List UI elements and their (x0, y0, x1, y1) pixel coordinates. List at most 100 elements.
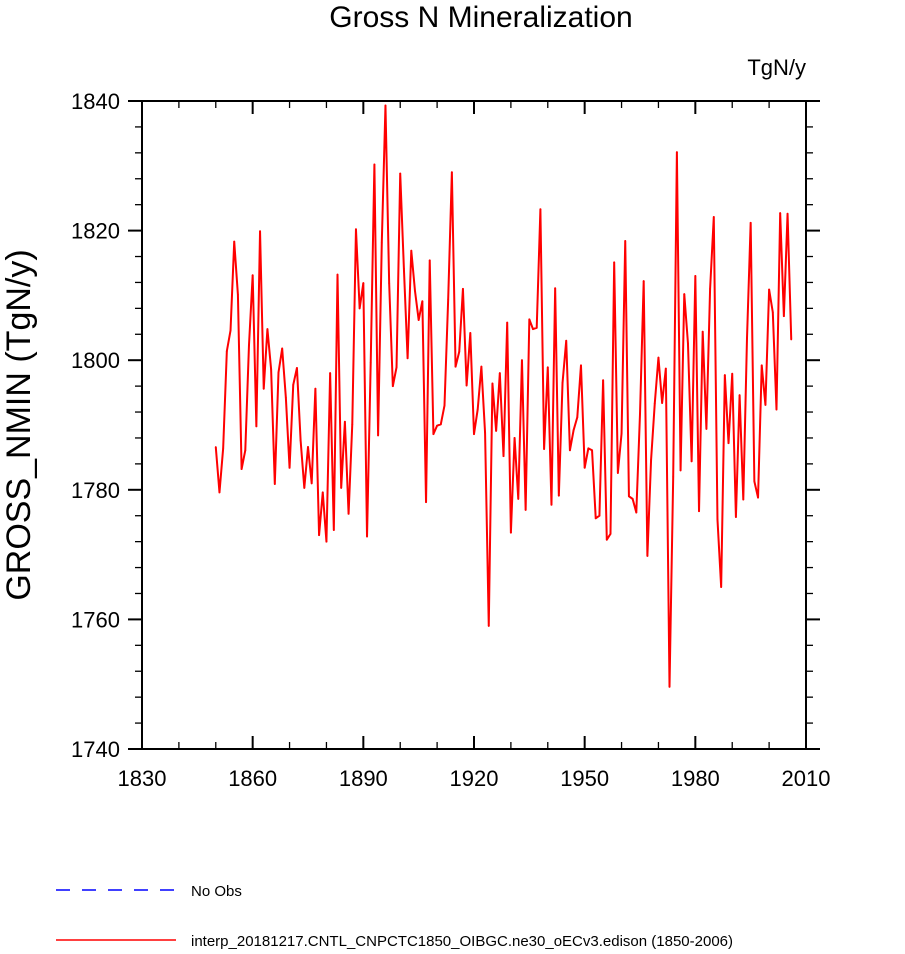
data-point (576, 416, 579, 419)
data-point (395, 366, 398, 369)
plot-frame (141, 100, 807, 750)
data-point (616, 472, 619, 474)
data-point (299, 439, 302, 442)
data-point (587, 447, 590, 450)
data-point (447, 298, 450, 301)
data-point (539, 208, 542, 211)
data-point (723, 374, 726, 376)
data-point (565, 339, 568, 342)
data-point (233, 240, 236, 243)
data-point (701, 330, 704, 333)
data-point (664, 367, 667, 370)
data-point (543, 448, 545, 450)
data-point (443, 404, 446, 407)
data-point (314, 387, 317, 390)
data-point (513, 437, 516, 439)
data-point (572, 429, 575, 432)
data-point (760, 364, 763, 367)
data-point (270, 368, 273, 371)
data-point (687, 342, 689, 345)
data-point (355, 228, 357, 231)
chart-title: Gross N Mineralization (329, 1, 632, 34)
data-point (561, 381, 564, 384)
data-point (727, 442, 730, 445)
data-point (237, 293, 239, 296)
y-tick-label: 1800 (71, 348, 120, 373)
data-point (425, 501, 427, 504)
data-point (462, 288, 464, 290)
y-axis-label: GROSS_NMIN (TgN/y) (0, 249, 38, 600)
data-point (613, 261, 616, 264)
data-point (244, 449, 247, 452)
data-point (358, 307, 361, 310)
data-point (646, 555, 649, 557)
data-point (594, 517, 597, 520)
data-point (380, 242, 383, 244)
data-point (495, 429, 498, 432)
data-point (609, 532, 612, 535)
data-point (668, 685, 671, 688)
data-point (709, 288, 711, 290)
data-point (251, 274, 254, 277)
data-point (406, 357, 409, 360)
data-point (716, 518, 719, 521)
x-tick-label: 1950 (560, 766, 609, 791)
data-point (277, 371, 280, 374)
data-point (554, 287, 557, 290)
data-point (764, 404, 767, 406)
data-point (580, 364, 582, 367)
data-point (273, 483, 276, 485)
data-point (303, 486, 306, 489)
data-point (742, 498, 745, 501)
data-point (605, 538, 608, 541)
x-tick-label: 1860 (228, 766, 277, 791)
plot-area (214, 104, 793, 688)
data-point (786, 212, 789, 215)
data-point (281, 347, 284, 350)
data-point (683, 293, 686, 295)
data-point (642, 280, 645, 283)
data-points (214, 104, 793, 688)
data-point (569, 449, 571, 452)
data-point (310, 482, 313, 485)
data-point (672, 475, 675, 478)
data-point (498, 372, 501, 375)
data-point (248, 344, 250, 347)
data-point (620, 432, 623, 435)
data-point (705, 427, 708, 430)
data-point (362, 282, 365, 284)
data-point (255, 425, 258, 428)
data-point (439, 423, 442, 426)
data-point (259, 230, 261, 233)
data-point (369, 361, 372, 364)
data-point (347, 512, 350, 515)
data-point (476, 408, 479, 411)
data-point (524, 508, 527, 511)
data-point (631, 497, 634, 500)
data-point (583, 466, 586, 469)
data-point (782, 315, 785, 318)
data-point (321, 491, 324, 494)
data-point (351, 423, 354, 426)
data-point (454, 365, 457, 368)
data-point (639, 413, 641, 415)
y-tick-label: 1840 (71, 89, 120, 114)
data-point (336, 273, 339, 276)
data-point (262, 387, 265, 390)
tick-labels: 1830 1860 1890 1920 1950 1980 2010 1740 1760 1780… (71, 89, 830, 791)
data-point (329, 372, 332, 375)
data-point (307, 446, 309, 448)
data-point (473, 433, 475, 435)
data-point (340, 486, 343, 489)
data-point (332, 529, 335, 531)
data-point (373, 163, 376, 166)
data-point (653, 402, 656, 405)
y-tick-label: 1740 (71, 737, 120, 762)
data-point (480, 365, 483, 368)
data-point (735, 516, 737, 518)
data-point (790, 338, 793, 341)
data-point (650, 459, 652, 461)
data-point (240, 468, 243, 470)
data-point (292, 383, 295, 386)
